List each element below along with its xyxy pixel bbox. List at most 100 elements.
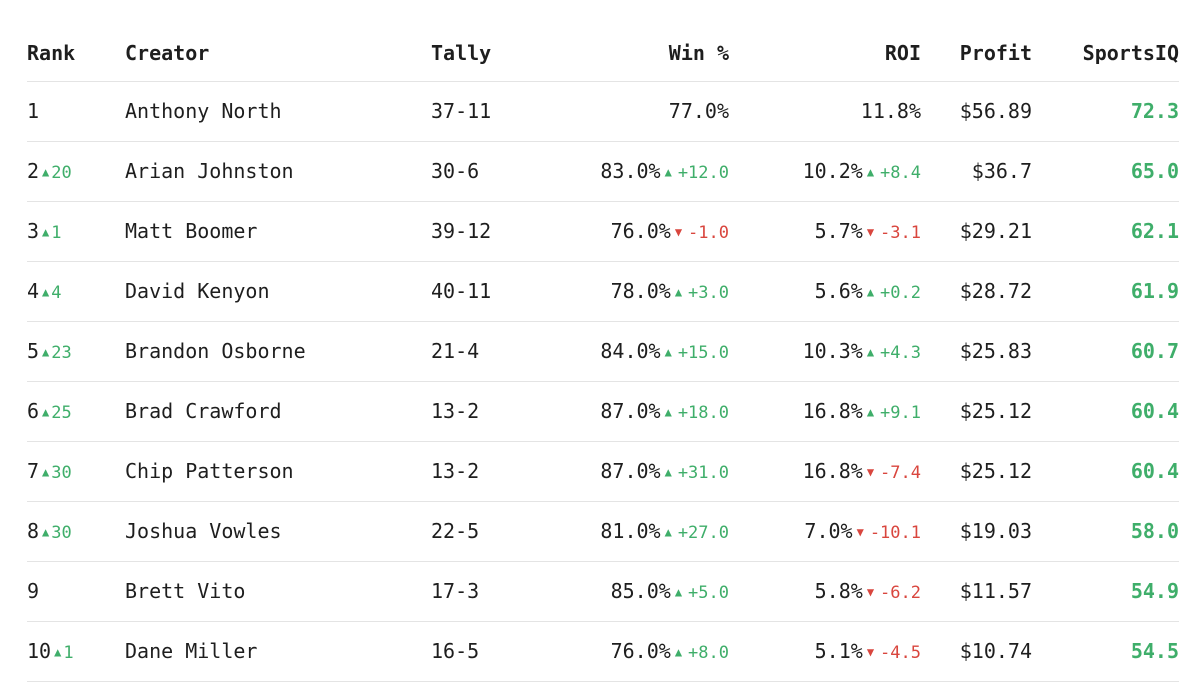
rank-change: ▲ 25 bbox=[42, 403, 72, 423]
win-cell: 78.0% ▲ +3.0 bbox=[547, 262, 729, 321]
rank-cell: 6 ▲ 25 bbox=[27, 382, 117, 441]
win-change-value: +18.0 bbox=[677, 403, 729, 423]
roi-change: ▼ -6.2 bbox=[867, 583, 921, 603]
roi-value: 5.6% bbox=[814, 279, 863, 303]
rank-cell: 3 ▲ 1 bbox=[27, 202, 117, 261]
table-row[interactable]: 7 ▲ 30 Chip Patterson 13-2 87.0% ▲ +31.0 16.8% ▼ -… bbox=[27, 442, 1179, 502]
win-change-value: +31.0 bbox=[677, 463, 729, 483]
table-row[interactable]: 5 ▲ 23 Brandon Osborne 21-4 84.0% ▲ +15.0 10.3% ▲… bbox=[27, 322, 1179, 382]
table-row[interactable]: 10 ▲ 1 Dane Miller 16-5 76.0% ▲ +8.0 5.1% ▼ -4.5 $1… bbox=[27, 622, 1179, 682]
rank-change-value: 1 bbox=[63, 643, 74, 663]
creator-name[interactable]: Brad Crawford bbox=[125, 399, 282, 423]
roi-change-value: -3.1 bbox=[880, 223, 921, 243]
win-cell: 84.0% ▲ +15.0 bbox=[547, 322, 729, 381]
roi-value: 16.8% bbox=[802, 399, 863, 423]
triangle-up-icon: ▲ bbox=[866, 285, 875, 299]
roi-change: ▼ -7.4 bbox=[867, 463, 921, 483]
triangle-up-icon: ▲ bbox=[54, 645, 62, 659]
tally-value: 22-5 bbox=[431, 519, 480, 543]
rank-cell: 9 bbox=[27, 562, 117, 621]
win-change: ▼ -1.0 bbox=[675, 223, 729, 243]
rank-cell: 4 ▲ 4 bbox=[27, 262, 117, 321]
column-header-roi[interactable]: ROI bbox=[884, 41, 921, 65]
tally-value: 30-6 bbox=[431, 159, 480, 183]
win-value: 76.0% bbox=[610, 639, 671, 663]
creator-name[interactable]: Matt Boomer bbox=[125, 219, 258, 243]
roi-value: 10.2% bbox=[802, 159, 863, 183]
creator-name[interactable]: Chip Patterson bbox=[125, 459, 294, 483]
rank-change: ▲ 30 bbox=[42, 463, 72, 483]
creator-name[interactable]: David Kenyon bbox=[125, 279, 270, 303]
column-header-tally[interactable]: Tally bbox=[431, 41, 492, 65]
rank-change: ▲ 4 bbox=[42, 283, 61, 303]
creator-name[interactable]: Joshua Vowles bbox=[125, 519, 282, 543]
triangle-down-icon: ▼ bbox=[866, 645, 875, 659]
sportsiq-value: 60.4 bbox=[1130, 459, 1179, 483]
rank-value: 3 bbox=[27, 219, 40, 243]
column-header-sportsiq[interactable]: SportsIQ bbox=[1082, 41, 1179, 65]
table-row[interactable]: 9 Brett Vito 17-3 85.0% ▲ +5.0 5.8% ▼ -6.2 $11.57… bbox=[27, 562, 1179, 622]
rank-cell: 8 ▲ 30 bbox=[27, 502, 117, 561]
profit-value: $36.7 bbox=[971, 159, 1032, 183]
win-value: 87.0% bbox=[600, 399, 661, 423]
column-header-profit[interactable]: Profit bbox=[959, 41, 1032, 65]
roi-change-value: +4.3 bbox=[880, 343, 921, 363]
win-change-value: +12.0 bbox=[677, 163, 729, 183]
rank-cell: 10 ▲ 1 bbox=[27, 622, 117, 681]
table-row[interactable]: 4 ▲ 4 David Kenyon 40-11 78.0% ▲ +3.0 5.6% ▲ +0.2 $… bbox=[27, 262, 1179, 322]
roi-value: 5.1% bbox=[814, 639, 863, 663]
creator-name[interactable]: Dane Miller bbox=[125, 639, 258, 663]
roi-change-value: +9.1 bbox=[880, 403, 921, 423]
win-value: 78.0% bbox=[610, 279, 671, 303]
win-value: 84.0% bbox=[600, 339, 661, 363]
win-cell: 76.0% ▲ +8.0 bbox=[547, 622, 729, 681]
profit-value: $25.12 bbox=[959, 459, 1032, 483]
column-header-rank[interactable]: Rank bbox=[27, 41, 76, 65]
profit-value: $25.83 bbox=[959, 339, 1032, 363]
roi-cell: 5.1% ▼ -4.5 bbox=[747, 622, 921, 681]
roi-change: ▲ +0.2 bbox=[867, 283, 921, 303]
triangle-up-icon: ▲ bbox=[664, 465, 672, 479]
table-row[interactable]: 1 Anthony North 37-11 77.0% 11.8% $56.89 72.3 bbox=[27, 82, 1179, 142]
profit-value: $10.74 bbox=[959, 639, 1032, 663]
column-header-win[interactable]: Win % bbox=[668, 41, 729, 65]
win-value: 87.0% bbox=[600, 459, 661, 483]
triangle-up-icon: ▲ bbox=[42, 405, 50, 419]
sportsiq-value: 54.9 bbox=[1130, 579, 1179, 603]
rank-change-value: 25 bbox=[51, 403, 72, 423]
sportsiq-value: 60.4 bbox=[1130, 399, 1179, 423]
roi-change: ▲ +9.1 bbox=[867, 403, 921, 423]
triangle-up-icon: ▲ bbox=[42, 225, 50, 239]
tally-value: 40-11 bbox=[431, 279, 492, 303]
rank-change: ▲ 1 bbox=[54, 643, 73, 663]
rank-change-value: 1 bbox=[51, 223, 62, 243]
triangle-up-icon: ▲ bbox=[866, 165, 875, 179]
creator-name[interactable]: Brandon Osborne bbox=[125, 339, 306, 363]
roi-value: 7.0% bbox=[804, 519, 853, 543]
table-row[interactable]: 2 ▲ 20 Arian Johnston 30-6 83.0% ▲ +12.0 10.2% ▲ +… bbox=[27, 142, 1179, 202]
triangle-down-icon: ▼ bbox=[866, 585, 875, 599]
table-row[interactable]: 6 ▲ 25 Brad Crawford 13-2 87.0% ▲ +18.0 16.8% ▲ +9… bbox=[27, 382, 1179, 442]
table-row[interactable]: 8 ▲ 30 Joshua Vowles 22-5 81.0% ▲ +27.0 7.0% ▼ -10… bbox=[27, 502, 1179, 562]
rank-value: 8 bbox=[27, 519, 40, 543]
roi-change-value: +8.4 bbox=[880, 163, 921, 183]
triangle-up-icon: ▲ bbox=[674, 585, 683, 599]
roi-change-value: -4.5 bbox=[880, 643, 921, 663]
creator-name[interactable]: Arian Johnston bbox=[125, 159, 294, 183]
triangle-up-icon: ▲ bbox=[42, 525, 50, 539]
roi-cell: 11.8% bbox=[747, 82, 921, 141]
rank-value: 1 bbox=[27, 99, 40, 123]
table-header: Rank Creator Tally Win % ROI Profit Spor… bbox=[27, 22, 1179, 82]
win-change-value: +3.0 bbox=[688, 283, 729, 303]
win-change: ▲ +5.0 bbox=[675, 583, 729, 603]
creator-name[interactable]: Anthony North bbox=[125, 99, 282, 123]
table-row[interactable]: 3 ▲ 1 Matt Boomer 39-12 76.0% ▼ -1.0 5.7% ▼ -3.1 $2… bbox=[27, 202, 1179, 262]
column-header-creator[interactable]: Creator bbox=[125, 41, 210, 65]
sportsiq-value: 72.3 bbox=[1130, 99, 1179, 123]
win-cell: 87.0% ▲ +31.0 bbox=[547, 442, 729, 501]
win-change-value: +15.0 bbox=[677, 343, 729, 363]
rank-value: 2 bbox=[27, 159, 40, 183]
win-change: ▲ +27.0 bbox=[665, 523, 729, 543]
creator-name[interactable]: Brett Vito bbox=[125, 579, 246, 603]
sportsiq-value: 61.9 bbox=[1130, 279, 1179, 303]
